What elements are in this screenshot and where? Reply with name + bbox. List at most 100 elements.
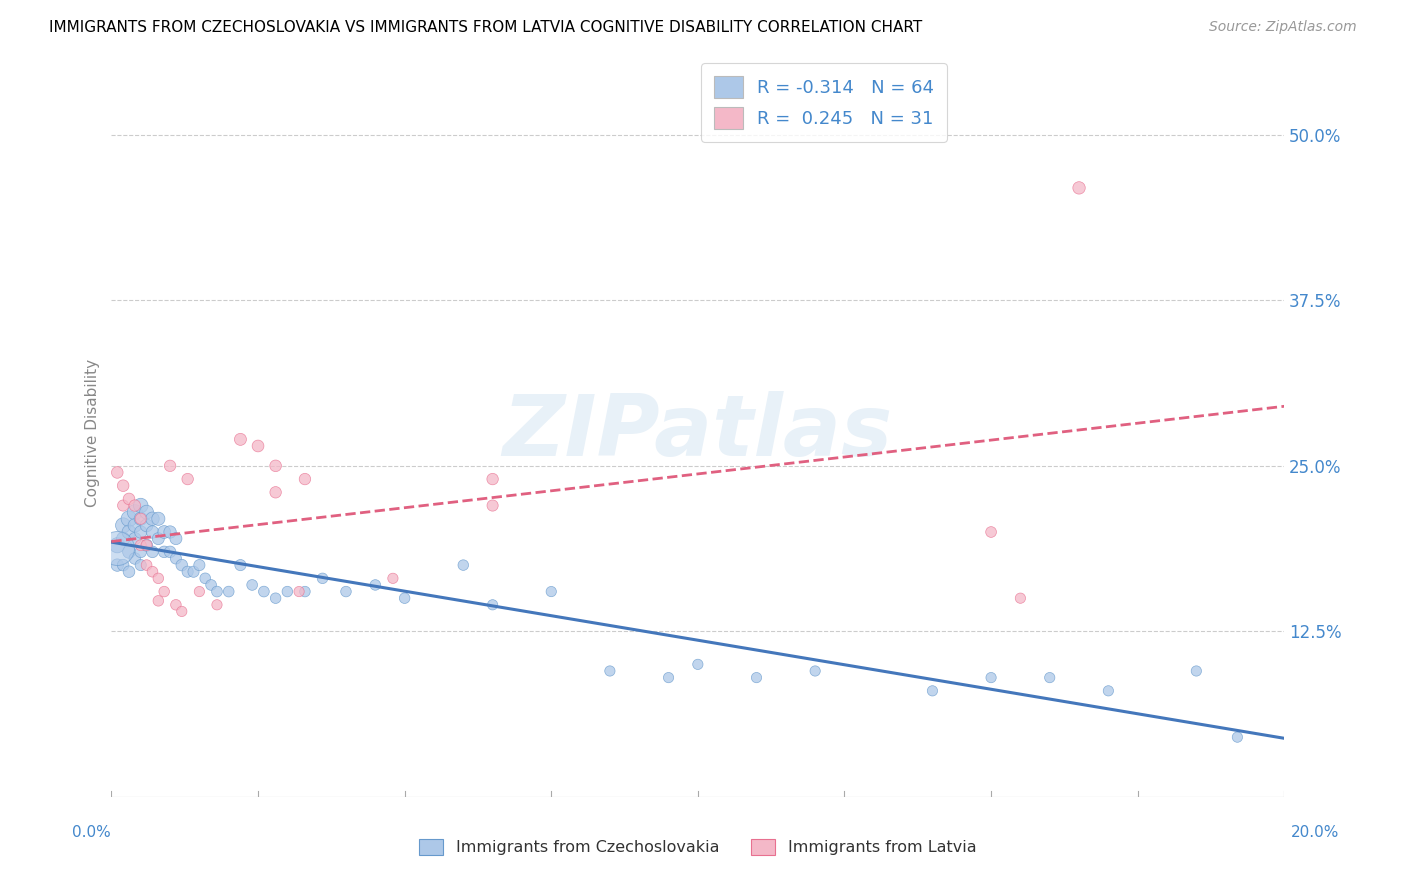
Point: [148, 512, 170, 526]
Point: [1010, 591, 1032, 606]
Point: [165, 551, 187, 566]
Point: [165, 598, 187, 612]
Point: [240, 578, 263, 592]
Point: [176, 565, 198, 579]
Y-axis label: Cognitive Disability: Cognitive Disability: [86, 359, 100, 507]
Point: [540, 584, 562, 599]
Point: [148, 532, 170, 546]
Point: [112, 478, 135, 492]
Point: [194, 571, 217, 585]
Point: [159, 545, 181, 559]
Point: [335, 584, 357, 599]
Point: [124, 551, 146, 566]
Point: [686, 657, 709, 672]
Point: [229, 433, 252, 447]
Point: [980, 671, 1002, 685]
Point: [481, 472, 503, 486]
Point: [129, 524, 152, 539]
Point: [124, 499, 146, 513]
Point: [141, 565, 163, 579]
Point: [129, 545, 152, 559]
Point: [129, 538, 152, 552]
Point: [200, 578, 222, 592]
Point: [980, 524, 1002, 539]
Point: [188, 584, 211, 599]
Point: [364, 578, 387, 592]
Point: [112, 518, 135, 533]
Point: [276, 584, 298, 599]
Point: [105, 541, 128, 555]
Point: [183, 565, 205, 579]
Point: [159, 458, 181, 473]
Point: [1185, 664, 1208, 678]
Point: [141, 524, 163, 539]
Point: [124, 532, 146, 546]
Point: [311, 571, 333, 585]
Point: [112, 532, 135, 546]
Point: [105, 466, 128, 480]
Point: [264, 458, 287, 473]
Text: ZIPatlas: ZIPatlas: [503, 392, 893, 475]
Point: [129, 499, 152, 513]
Point: [170, 604, 193, 618]
Point: [481, 598, 503, 612]
Point: [135, 558, 157, 573]
Text: Source: ZipAtlas.com: Source: ZipAtlas.com: [1209, 20, 1357, 34]
Point: [129, 512, 152, 526]
Point: [112, 558, 135, 573]
Point: [381, 571, 404, 585]
Point: [804, 664, 827, 678]
Point: [170, 558, 193, 573]
Point: [118, 524, 141, 539]
Point: [453, 558, 475, 573]
Point: [129, 558, 152, 573]
Point: [153, 545, 176, 559]
Point: [1226, 730, 1249, 744]
Point: [264, 591, 287, 606]
Text: IMMIGRANTS FROM CZECHOSLOVAKIA VS IMMIGRANTS FROM LATVIA COGNITIVE DISABILITY CO: IMMIGRANTS FROM CZECHOSLOVAKIA VS IMMIGR…: [49, 20, 922, 35]
Point: [135, 505, 157, 519]
Point: [264, 485, 287, 500]
Point: [218, 584, 240, 599]
Point: [176, 472, 198, 486]
Point: [148, 571, 170, 585]
Point: [205, 598, 228, 612]
Point: [481, 499, 503, 513]
Point: [118, 565, 141, 579]
Point: [394, 591, 416, 606]
Point: [124, 518, 146, 533]
Point: [124, 505, 146, 519]
Point: [105, 558, 128, 573]
Point: [657, 671, 679, 685]
Point: [112, 499, 135, 513]
Point: [229, 558, 252, 573]
Point: [288, 584, 311, 599]
Point: [105, 538, 128, 552]
Text: 20.0%: 20.0%: [1291, 825, 1339, 840]
Point: [118, 512, 141, 526]
Point: [153, 584, 176, 599]
Point: [205, 584, 228, 599]
Point: [135, 518, 157, 533]
Point: [135, 538, 157, 552]
Point: [148, 594, 170, 608]
Point: [118, 491, 141, 506]
Point: [135, 538, 157, 552]
Legend: R = -0.314   N = 64, R =  0.245   N = 31: R = -0.314 N = 64, R = 0.245 N = 31: [702, 63, 946, 142]
Point: [745, 671, 768, 685]
Point: [188, 558, 211, 573]
Point: [294, 584, 316, 599]
Point: [294, 472, 316, 486]
Point: [921, 683, 943, 698]
Point: [141, 545, 163, 559]
Point: [253, 584, 276, 599]
Point: [165, 532, 187, 546]
Point: [1097, 683, 1119, 698]
Point: [247, 439, 270, 453]
Text: 0.0%: 0.0%: [72, 825, 111, 840]
Point: [153, 524, 176, 539]
Point: [599, 664, 621, 678]
Point: [1039, 671, 1062, 685]
Point: [159, 524, 181, 539]
Point: [118, 545, 141, 559]
